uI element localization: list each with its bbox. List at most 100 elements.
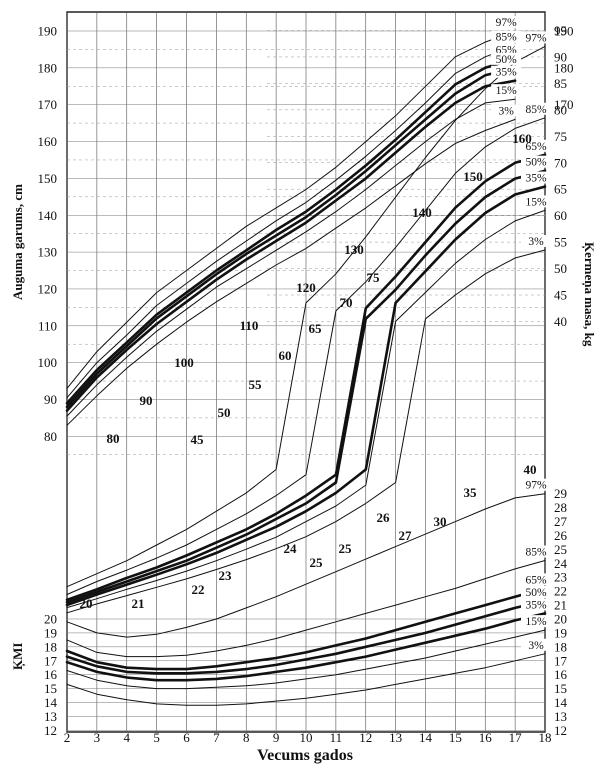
y-axis-title-weight: Ķermeņa masa, kg (581, 242, 597, 347)
percentile-label-bg (521, 195, 551, 208)
y-tick-height: 190 (38, 24, 58, 39)
y-tick-height-right: 190 (554, 24, 574, 39)
iso-height-label: 110 (240, 318, 259, 333)
x-axis-title: Vecums gados (257, 747, 353, 764)
y-tick-bmi-right: 17 (554, 653, 568, 668)
y-tick-bmi: 13 (44, 709, 57, 724)
percentile-label-bg (491, 65, 522, 78)
x-tick: 13 (389, 730, 402, 745)
height-percentile-curve (66, 118, 516, 426)
y-tick-height: 100 (38, 355, 58, 370)
height-percentile-curve (65, 79, 517, 412)
iso-weight-label: 35 (464, 485, 478, 500)
iso-weight-label: 26 (377, 510, 391, 525)
weight-percentile-curve (66, 45, 546, 588)
x-tick: 6 (183, 730, 190, 745)
x-tick: 9 (273, 730, 280, 745)
bmi-percentile-curve (65, 599, 547, 675)
y-tick-weight: 40 (554, 314, 567, 329)
height-percentile-curve (66, 98, 516, 417)
x-tick: 15 (449, 730, 462, 745)
y-tick-height: 180 (38, 60, 58, 75)
x-tick: 5 (153, 730, 160, 745)
iso-weight-label: 60 (279, 348, 292, 363)
y-tick-bmi: 17 (44, 653, 58, 668)
y-tick-bmi: 16 (44, 667, 58, 682)
iso-weight-label: 55 (249, 377, 263, 392)
y-tick-bmi-right: 12 (554, 723, 567, 738)
y-tick-weight: 60 (554, 208, 567, 223)
weight-percentile-curve (65, 153, 547, 602)
y-tick-weight: 55 (554, 235, 567, 250)
y-tick-bmi-right: 28 (554, 500, 567, 515)
percentile-label-bg (521, 171, 551, 184)
y-tick-height: 80 (44, 429, 57, 444)
percentile-label-bg (521, 598, 551, 611)
x-tick: 11 (330, 730, 343, 745)
y-tick-height: 160 (38, 134, 58, 149)
percentile-label: 3% (498, 105, 514, 117)
height-percentile-curve (66, 30, 516, 389)
percentile-label: 97% (525, 480, 547, 492)
iso-height-label: 90 (140, 393, 153, 408)
y-tick-weight: 80 (554, 102, 567, 117)
y-axis-title-bmi: ĶMI (10, 643, 26, 670)
percentile-label-bg (491, 104, 522, 117)
y-tick-height: 140 (38, 208, 58, 223)
x-tick: 2 (64, 730, 71, 745)
percentile-label: 85% (496, 32, 518, 44)
iso-height-label: 140 (412, 205, 432, 220)
x-tick: 4 (124, 730, 131, 745)
iso-weight-label: 21 (132, 596, 145, 611)
x-tick: 8 (243, 730, 250, 745)
y-tick-bmi-right: 21 (554, 598, 567, 613)
percentile-label-bg (521, 102, 551, 115)
percentile-label-bg (491, 52, 522, 65)
y-tick-weight: 45 (554, 288, 567, 303)
iso-weight-label: 20 (80, 596, 93, 611)
percentile-label: 65% (525, 574, 547, 586)
weight-percentile-curve (66, 117, 546, 595)
percentile-label-bg (521, 139, 551, 152)
y-tick-height: 150 (38, 171, 58, 186)
y-tick-height: 130 (38, 245, 58, 260)
weight-percentile-curve (65, 169, 547, 604)
y-tick-weight: 95 (554, 23, 567, 38)
y-tick-bmi: 15 (44, 681, 57, 696)
bmi-percentile-curve (66, 629, 546, 690)
y-tick-height: 90 (44, 392, 57, 407)
y-tick-bmi-right: 19 (554, 625, 567, 640)
y-tick-bmi: 19 (44, 625, 57, 640)
y-tick-bmi-right: 23 (554, 570, 567, 585)
y-tick-bmi-right: 25 (554, 542, 567, 557)
y-tick-height: 170 (38, 97, 58, 112)
curve-layer (65, 30, 547, 706)
iso-weight-label: 27 (399, 528, 413, 543)
x-tick: 14 (419, 730, 433, 745)
percentile-label: 50% (496, 54, 518, 66)
y-tick-weight: 65 (554, 182, 567, 197)
percentile-label-bg (521, 545, 551, 558)
percentile-label: 15% (525, 196, 547, 208)
iso-weight-label: 22 (192, 582, 205, 597)
bmi-percentile-curve (65, 587, 547, 671)
iso-weight-label: 45 (191, 432, 205, 447)
y-tick-bmi-right: 22 (554, 584, 567, 599)
weight-percentile-curve (65, 185, 547, 607)
iso-weight-label: 25 (310, 555, 324, 570)
iso-height-label: 80 (107, 431, 120, 446)
y-tick-weight: 70 (554, 155, 567, 170)
percentile-label: 3% (528, 236, 544, 248)
bmi-percentile-curve (66, 560, 546, 658)
percentile-label: 50% (525, 587, 547, 599)
y-tick-bmi: 18 (44, 639, 57, 654)
height-percentile-curve (65, 57, 517, 405)
y-tick-height: 110 (38, 318, 57, 333)
y-tick-bmi-right: 14 (554, 695, 568, 710)
x-tick: 18 (539, 730, 552, 745)
percentile-label-bg (521, 235, 551, 248)
bmi-percentile-curve (66, 653, 546, 706)
iso-height-label: 130 (344, 242, 364, 257)
percentile-label: 97% (496, 17, 518, 29)
